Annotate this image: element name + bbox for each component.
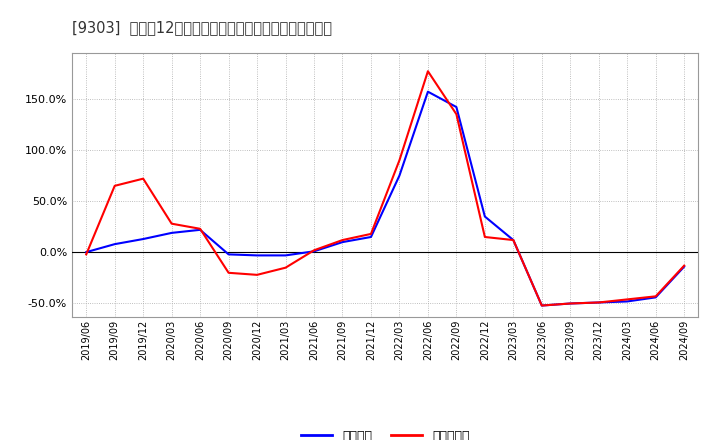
当期純利益	[452, 112, 461, 117]
経常利益	[509, 238, 518, 243]
当期純利益	[282, 265, 290, 270]
当期純利益	[196, 226, 204, 231]
経常利益	[167, 230, 176, 235]
経常利益	[82, 249, 91, 255]
当期純利益	[480, 235, 489, 240]
当期純利益	[680, 263, 688, 268]
当期純利益	[509, 238, 518, 243]
経常利益	[595, 300, 603, 305]
当期純利益	[338, 238, 347, 243]
当期純利益	[253, 272, 261, 278]
経常利益	[366, 235, 375, 240]
経常利益	[225, 252, 233, 257]
当期純利益	[167, 221, 176, 226]
Line: 当期純利益: 当期純利益	[86, 71, 684, 305]
経常利益	[537, 303, 546, 308]
経常利益	[196, 227, 204, 232]
経常利益	[310, 249, 318, 254]
当期純利益	[537, 303, 546, 308]
経常利益	[652, 295, 660, 300]
当期純利益	[139, 176, 148, 181]
経常利益	[253, 253, 261, 258]
当期純利益	[310, 248, 318, 253]
経常利益	[623, 299, 631, 304]
当期純利益	[225, 270, 233, 275]
当期純利益	[623, 297, 631, 302]
経常利益	[480, 214, 489, 219]
当期純利益	[82, 252, 91, 257]
当期純利益	[566, 301, 575, 306]
経常利益	[110, 242, 119, 247]
経常利益	[452, 104, 461, 110]
当期純利益	[423, 69, 432, 74]
経常利益	[423, 89, 432, 94]
当期純利益	[366, 231, 375, 237]
当期純利益	[595, 300, 603, 305]
経常利益	[282, 253, 290, 258]
経常利益	[139, 236, 148, 242]
経常利益	[566, 301, 575, 306]
当期純利益	[110, 183, 119, 188]
経常利益	[338, 239, 347, 245]
Text: [9303]  利益の12か月移動合計の対前年同期増減率の推移: [9303] 利益の12か月移動合計の対前年同期増減率の推移	[72, 20, 332, 35]
経常利益	[680, 264, 688, 269]
Line: 経常利益: 経常利益	[86, 92, 684, 305]
当期純利益	[652, 293, 660, 299]
Legend: 経常利益, 当期純利益: 経常利益, 当期純利益	[296, 425, 474, 440]
当期純利益	[395, 158, 404, 163]
経常利益	[395, 173, 404, 178]
